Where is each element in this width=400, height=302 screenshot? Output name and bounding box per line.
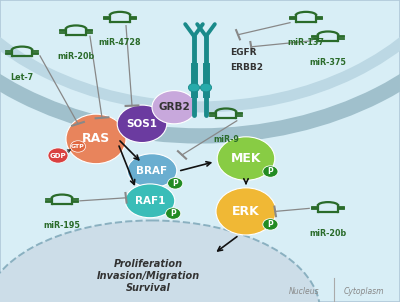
Text: GRB2: GRB2 bbox=[158, 102, 190, 112]
Text: P: P bbox=[268, 167, 273, 176]
Circle shape bbox=[70, 141, 86, 152]
Text: Proliferation: Proliferation bbox=[114, 259, 182, 269]
Text: RAF1: RAF1 bbox=[135, 196, 165, 206]
Ellipse shape bbox=[127, 154, 177, 188]
Ellipse shape bbox=[125, 184, 175, 218]
Text: GDP: GDP bbox=[50, 153, 66, 159]
Text: ERK: ERK bbox=[232, 205, 260, 218]
Circle shape bbox=[48, 148, 68, 163]
Circle shape bbox=[166, 208, 181, 219]
Text: ERBB2: ERBB2 bbox=[230, 63, 263, 72]
Text: Nucleus: Nucleus bbox=[289, 287, 319, 296]
Text: RAS: RAS bbox=[82, 132, 110, 146]
Circle shape bbox=[263, 219, 278, 230]
Text: SOS1: SOS1 bbox=[126, 119, 158, 129]
Text: miR-375: miR-375 bbox=[310, 58, 346, 67]
Text: miR-4728: miR-4728 bbox=[99, 38, 141, 47]
Ellipse shape bbox=[152, 91, 196, 124]
Circle shape bbox=[200, 83, 212, 92]
Text: miR-9: miR-9 bbox=[213, 135, 239, 144]
Text: P: P bbox=[170, 209, 176, 218]
Text: Let-7: Let-7 bbox=[10, 73, 34, 82]
Ellipse shape bbox=[216, 188, 276, 235]
Circle shape bbox=[168, 178, 183, 189]
Text: BRAF: BRAF bbox=[136, 165, 168, 176]
Ellipse shape bbox=[117, 105, 167, 143]
Circle shape bbox=[188, 83, 200, 92]
Text: P: P bbox=[172, 179, 178, 188]
Text: MEK: MEK bbox=[231, 152, 261, 165]
Text: miR-195: miR-195 bbox=[44, 221, 80, 230]
Text: miR-20b: miR-20b bbox=[57, 52, 95, 61]
Text: P: P bbox=[268, 220, 273, 229]
Ellipse shape bbox=[66, 114, 126, 164]
Ellipse shape bbox=[0, 220, 320, 302]
Ellipse shape bbox=[217, 137, 275, 180]
Text: EGFR: EGFR bbox=[230, 48, 256, 57]
Circle shape bbox=[263, 166, 278, 177]
Text: miR-20b: miR-20b bbox=[309, 229, 347, 238]
Text: Invasion/Migration: Invasion/Migration bbox=[96, 271, 200, 281]
Text: Cytoplasm: Cytoplasm bbox=[344, 287, 384, 296]
Text: GTP: GTP bbox=[71, 144, 85, 149]
Text: miR-137: miR-137 bbox=[288, 38, 324, 47]
Text: Survival: Survival bbox=[126, 283, 170, 294]
